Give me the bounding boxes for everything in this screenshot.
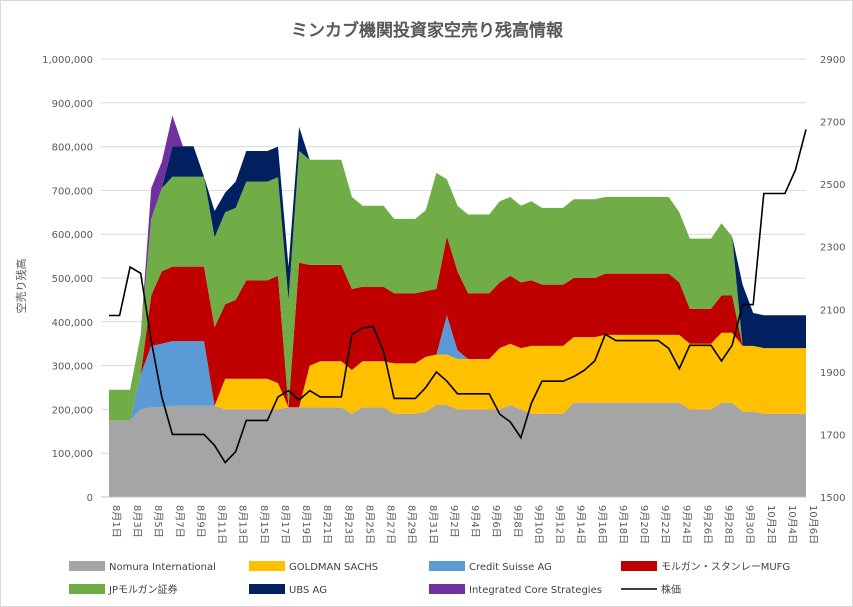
x-tick-label: 8月5日 — [152, 505, 164, 538]
legend-label: UBS AG — [289, 585, 327, 596]
x-tick-label: 8月19日 — [300, 505, 312, 544]
legend-label: Nomura International — [109, 562, 216, 573]
y-axis-label: 空売り残高 — [14, 259, 28, 314]
x-tick-label: 9月28日 — [723, 505, 735, 544]
legend-label: JPモルガン証券 — [108, 583, 178, 596]
y-tick-label: 600,000 — [52, 230, 93, 241]
x-tick-label: 9月22日 — [659, 505, 671, 544]
legend-swatch — [249, 561, 285, 571]
x-tick-label: 9月10日 — [532, 505, 544, 544]
legend-swatch — [429, 584, 465, 594]
x-tick-label: 10月6日 — [807, 505, 819, 544]
x-tick-label: 10月4日 — [786, 505, 798, 544]
x-tick-label: 8月23日 — [342, 505, 354, 544]
y2-tick-label: 2100 — [820, 305, 845, 316]
price-line-layer — [109, 129, 807, 464]
chart-title: ミンカブ機関投資家空売り残高情報 — [291, 20, 564, 41]
x-tick-label: 9月14日 — [575, 505, 587, 544]
x-tick-label: 8月31日 — [427, 505, 439, 544]
y-tick-label: 800,000 — [52, 143, 93, 154]
legend-swatch — [249, 584, 285, 594]
legend-swatch — [69, 584, 105, 594]
x-tick-label: 8月17日 — [279, 505, 291, 544]
x-tick-label: 9月30日 — [744, 505, 756, 544]
x-tick-label: 8月7日 — [173, 505, 185, 538]
legend-swatch — [429, 561, 465, 571]
x-tick-label: 8月13日 — [237, 505, 249, 544]
y2-tick-label: 2500 — [820, 180, 845, 191]
legend-label: 株価 — [661, 583, 681, 596]
x-tick-label: 9月18日 — [617, 505, 629, 544]
legend-label: Credit Suisse AG — [469, 562, 552, 573]
y2-tick-label: 2700 — [820, 118, 845, 129]
area-series — [109, 151, 806, 421]
y-tick-label: 700,000 — [52, 186, 93, 197]
legend-label: Integrated Core Strategies — [469, 585, 602, 596]
y-tick-label: 500,000 — [52, 274, 93, 285]
legend-label: GOLDMAN SACHS — [289, 562, 378, 573]
x-tick-label: 10月2日 — [765, 505, 777, 544]
x-tick-label: 8月25日 — [364, 505, 376, 544]
right-axis: 1500 1700 1900 2100 2300 2500 2700 2900 — [820, 55, 845, 504]
x-tick-label: 9月6日 — [490, 505, 502, 538]
stacked-areas — [109, 115, 806, 497]
y-tick-label: 0 — [87, 493, 93, 504]
legend-label: モルガン・スタンレーMUFG — [661, 561, 790, 573]
legend-swatch — [69, 561, 105, 571]
y2-tick-label: 1900 — [820, 368, 845, 379]
area-series — [109, 126, 806, 390]
area-series — [109, 236, 806, 421]
y-tick-label: 400,000 — [52, 318, 93, 329]
y-tick-label: 1,000,000 — [42, 55, 93, 66]
y-tick-label: 900,000 — [52, 99, 93, 110]
y-tick-label: 300,000 — [52, 362, 93, 373]
x-tick-label: 9月26日 — [701, 505, 713, 544]
y-tick-label: 200,000 — [52, 405, 93, 416]
price-line — [109, 129, 807, 464]
x-tick-label: 9月12日 — [554, 505, 566, 544]
x-tick-label: 9月24日 — [680, 505, 692, 544]
x-tick-label: 9月16日 — [596, 505, 608, 544]
y2-tick-label: 2300 — [820, 243, 845, 254]
x-tick-label: 9月8日 — [511, 505, 523, 538]
x-tick-label: 8月11日 — [216, 505, 228, 544]
left-axis: 0 100,000 200,000 300,000 400,000 500,000 600,… — [42, 55, 93, 504]
x-tick-label: 8月1日 — [110, 505, 122, 538]
area-series — [109, 115, 806, 390]
area-series — [109, 402, 806, 497]
x-tick-label: 8月27日 — [385, 505, 397, 544]
y2-tick-label: 2900 — [820, 55, 845, 66]
y-tick-label: 100,000 — [52, 449, 93, 460]
area-series — [109, 332, 806, 421]
x-tick-label: 9月4日 — [469, 505, 481, 538]
y2-tick-label: 1500 — [820, 493, 845, 504]
legend: Nomura International GOLDMAN SACHS Credit … — [69, 561, 790, 596]
x-tick-label: 8月29日 — [406, 505, 418, 544]
x-tick-label: 8月3日 — [131, 505, 143, 538]
x-tick-label: 8月15日 — [258, 505, 270, 544]
x-tick-label: 8月21日 — [321, 505, 333, 544]
x-tick-label: 8月9日 — [195, 505, 207, 538]
x-tick-label: 9月2日 — [448, 505, 460, 538]
x-axis: 8月1日 8月3日 8月5日 8月7日 8月9日 8月11日 8月13日 8月15日 8月17日… — [101, 496, 819, 544]
y2-tick-label: 1700 — [820, 430, 845, 441]
x-tick-label: 9月20日 — [638, 505, 650, 544]
legend-swatch — [621, 561, 657, 571]
